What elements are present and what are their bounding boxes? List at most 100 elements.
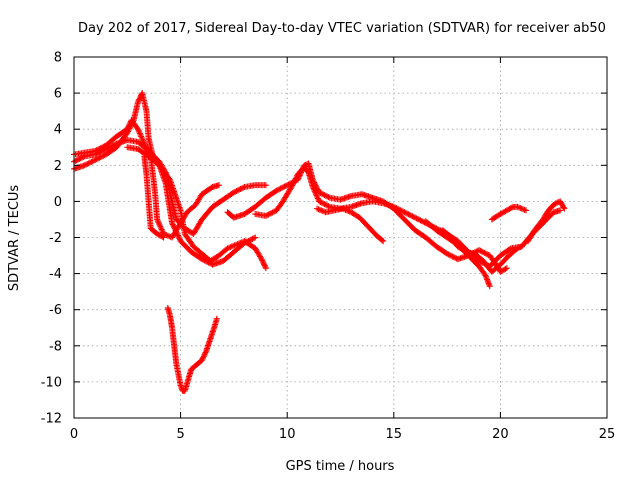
data-point xyxy=(124,124,131,131)
data-point xyxy=(135,97,142,104)
data-point xyxy=(481,271,488,278)
x-axis-label: GPS time / hours xyxy=(286,459,395,474)
data-point xyxy=(93,147,100,154)
x-tick-label: 10 xyxy=(279,427,296,442)
data-point xyxy=(342,206,349,213)
data-point xyxy=(264,212,271,219)
data-point xyxy=(501,208,508,215)
data-point xyxy=(514,203,521,210)
data-point xyxy=(503,265,510,272)
data-point xyxy=(158,226,165,233)
data-point xyxy=(169,221,176,228)
data-point xyxy=(318,207,325,214)
data-point xyxy=(100,143,107,150)
data-point xyxy=(290,178,297,185)
data-point xyxy=(311,179,318,186)
data-point xyxy=(314,186,321,193)
data-point xyxy=(231,242,238,249)
data-point xyxy=(233,241,240,248)
data-point xyxy=(81,162,88,169)
data-point xyxy=(498,268,505,275)
data-point xyxy=(294,176,301,183)
data-point xyxy=(278,184,285,191)
data-point xyxy=(314,195,321,202)
data-point xyxy=(288,180,295,187)
data-point xyxy=(314,185,321,192)
data-point xyxy=(317,199,324,206)
data-point xyxy=(237,239,244,246)
data-point xyxy=(93,156,100,163)
data-point xyxy=(316,206,323,213)
data-point xyxy=(92,156,99,163)
data-point xyxy=(250,235,257,242)
data-point xyxy=(97,154,104,161)
data-point xyxy=(299,165,306,172)
data-point xyxy=(449,253,456,260)
data-point xyxy=(296,173,303,180)
y-tick-label: 2 xyxy=(54,159,62,174)
data-point xyxy=(126,122,133,129)
data-point xyxy=(86,159,93,166)
y-axis-label: SDTVAR / TECUs xyxy=(7,185,22,292)
data-point xyxy=(249,235,256,242)
data-point xyxy=(446,252,453,259)
data-point xyxy=(281,183,288,190)
data-point xyxy=(298,168,305,175)
data-point xyxy=(315,206,322,213)
data-point xyxy=(137,131,144,138)
data-point xyxy=(499,209,506,216)
data-point xyxy=(76,155,83,162)
data-point xyxy=(240,184,247,191)
data-point xyxy=(313,192,320,199)
data-point xyxy=(96,145,103,152)
data-point xyxy=(480,249,487,256)
data-point xyxy=(292,178,299,185)
data-point xyxy=(199,355,206,362)
data-point xyxy=(156,220,163,227)
data-point xyxy=(234,241,241,248)
data-point xyxy=(170,222,177,229)
data-point xyxy=(408,212,415,219)
data-point xyxy=(560,204,567,211)
data-point xyxy=(262,212,269,219)
data-point xyxy=(140,139,147,146)
data-point xyxy=(322,192,329,199)
data-point xyxy=(507,205,514,212)
data-point xyxy=(154,216,161,223)
data-point xyxy=(225,244,232,251)
data-point xyxy=(295,175,302,182)
data-point xyxy=(89,158,96,165)
data-point xyxy=(259,258,266,265)
data-point xyxy=(517,244,524,251)
data-point xyxy=(317,190,324,197)
data-point xyxy=(486,283,493,290)
data-point xyxy=(505,206,512,213)
data-point xyxy=(286,180,293,187)
data-point xyxy=(409,213,416,220)
data-point xyxy=(157,225,164,232)
data-point xyxy=(201,352,208,359)
data-point xyxy=(74,156,81,163)
data-point xyxy=(314,205,321,212)
data-point xyxy=(198,357,205,364)
data-point xyxy=(262,265,269,272)
data-point xyxy=(309,176,316,183)
data-point xyxy=(260,260,267,267)
data-point xyxy=(312,182,319,189)
data-point xyxy=(215,182,222,189)
data-point xyxy=(273,187,280,194)
data-point xyxy=(100,152,107,159)
data-point xyxy=(417,217,424,224)
data-point xyxy=(238,185,245,192)
data-point xyxy=(156,232,163,239)
x-tick-label: 5 xyxy=(176,427,184,442)
data-point xyxy=(276,186,283,193)
y-tick-label: -6 xyxy=(49,303,62,318)
data-point xyxy=(296,172,303,179)
data-point xyxy=(232,188,239,195)
data-point xyxy=(154,230,161,237)
data-point xyxy=(280,184,287,191)
data-point xyxy=(319,208,326,215)
data-point xyxy=(518,205,525,212)
data-point xyxy=(517,205,524,212)
